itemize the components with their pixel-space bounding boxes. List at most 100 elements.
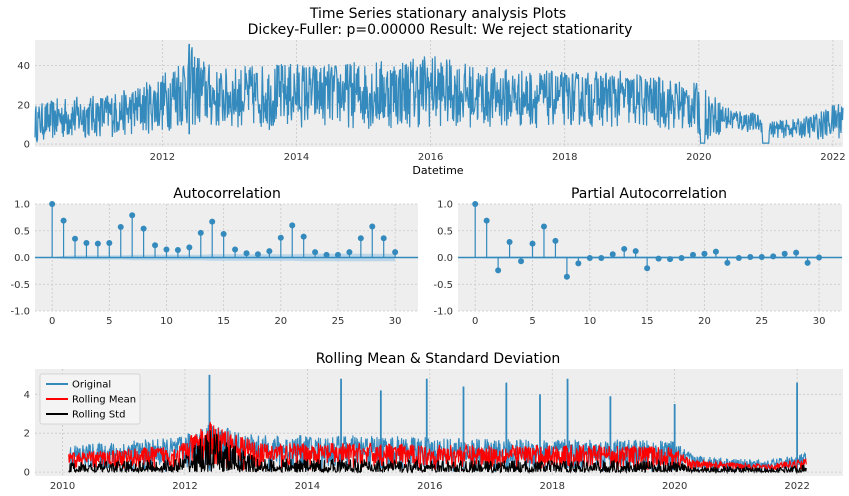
timeseries-xlabel: Datetime [412, 164, 463, 177]
pacf-title: Partial Autocorrelation [571, 186, 727, 202]
stem-marker [323, 251, 330, 258]
stem-marker [380, 235, 387, 242]
acf-title: Autocorrelation [173, 186, 281, 202]
stem-marker [816, 254, 823, 261]
y-tick-label: 0 [24, 140, 30, 151]
stem-marker [266, 248, 273, 255]
stem-marker [689, 251, 696, 258]
x-tick-label: 20 [698, 316, 711, 327]
stem-marker [72, 235, 79, 242]
stem-marker [529, 240, 536, 247]
stem-marker [598, 255, 605, 262]
stem-marker [243, 250, 250, 257]
x-tick-label: 2022 [784, 481, 809, 492]
stem-marker [678, 255, 685, 262]
stem-marker [346, 249, 353, 256]
stem-marker [277, 234, 284, 241]
stem-marker [300, 233, 307, 240]
stem-marker [312, 249, 319, 256]
x-tick-label: 10 [583, 316, 596, 327]
x-tick-label: 10 [160, 316, 173, 327]
x-tick-label: 2014 [295, 481, 320, 492]
y-tick-label: 1.0 [437, 200, 453, 211]
y-tick-label: -1.0 [10, 307, 30, 318]
stem-marker [472, 201, 479, 207]
x-tick-label: 20 [274, 316, 287, 327]
suptitle-line-1: Time Series stationary analysis Plots [309, 6, 566, 22]
y-tick-label: 20 [17, 100, 30, 111]
y-tick-label: -0.5 [433, 280, 453, 291]
x-tick-label: 2018 [540, 481, 565, 492]
stem-marker [758, 253, 765, 260]
x-tick-label: 5 [106, 316, 112, 327]
x-tick-label: 25 [755, 316, 768, 327]
stem-marker [83, 240, 90, 247]
stem-marker [621, 245, 628, 252]
legend-frame [39, 373, 141, 425]
x-tick-label: 2020 [686, 152, 711, 163]
grid [35, 369, 843, 476]
x-tick-label: 2012 [172, 481, 197, 492]
stem-marker [563, 273, 570, 280]
x-tick-label: 2014 [284, 152, 309, 163]
stem-marker [540, 223, 547, 230]
pacf-axes: 0 5 10 15 20 25 30 -1.0 -0.5 0.0 0.5 1.0 [433, 200, 842, 327]
stem-marker [609, 251, 616, 258]
y-tick-label: 4 [24, 390, 30, 401]
stem-marker [152, 242, 159, 249]
stem-marker [334, 251, 341, 258]
stem-marker [209, 218, 216, 225]
stem-marker [712, 248, 719, 255]
stem-marker [197, 229, 204, 236]
stem-marker [632, 248, 639, 255]
timeseries-axes: 2012 2014 2016 2018 2020 2022 0 20 40 [17, 40, 846, 163]
y-tick-label: -0.5 [10, 280, 30, 291]
stem-marker [644, 265, 651, 272]
rolling-mean-line [68, 422, 807, 471]
stem-marker [586, 255, 593, 262]
x-tick-label: 2020 [662, 481, 687, 492]
stem-marker [793, 249, 800, 256]
stem-marker [735, 255, 742, 262]
stem-marker [357, 235, 364, 242]
x-tick-label: 2022 [820, 152, 845, 163]
x-tick-label: 2016 [417, 481, 442, 492]
timeseries-line [34, 45, 844, 144]
legend-label: Rolling Mean [72, 395, 136, 406]
x-tick-label: 5 [529, 316, 535, 327]
stem-marker [483, 217, 490, 224]
stem-marker [163, 246, 170, 253]
stem-marker [140, 225, 147, 232]
stem-marker [369, 223, 376, 230]
y-tick-label: 0.5 [14, 226, 30, 237]
y-tick-label: 0.5 [437, 226, 453, 237]
stem-marker [747, 253, 754, 260]
x-tick-label: 30 [389, 316, 402, 327]
legend: Original Rolling Mean Rolling Std [39, 373, 141, 425]
stem-marker [804, 259, 811, 266]
x-tick-label: 0 [49, 316, 55, 327]
stem-marker [518, 258, 525, 265]
stem-marker [186, 244, 193, 251]
y-tick-label: 0.0 [437, 253, 453, 264]
rolling-axes: 2010 2012 2014 2016 2018 2020 2022 0 2 4 Original R… [24, 369, 843, 492]
stem-marker [289, 222, 296, 229]
stem-marker [506, 238, 513, 245]
stem-marker [232, 246, 239, 253]
y-tick-label: 2 [24, 429, 30, 440]
stem-marker [575, 260, 582, 267]
stem-marker [392, 249, 399, 256]
x-tick-label: 15 [217, 316, 230, 327]
stem-marker [117, 224, 124, 231]
x-tick-label: 2016 [418, 152, 443, 163]
stem-marker [655, 255, 662, 262]
x-tick-label: 30 [813, 316, 826, 327]
stem-marker [94, 240, 101, 247]
stem-marker [701, 250, 708, 257]
y-tick-label: 1.0 [14, 200, 30, 211]
stem-marker [724, 259, 731, 266]
legend-label: Rolling Std [72, 410, 125, 421]
rolling-title: Rolling Mean & Standard Deviation [316, 351, 561, 367]
x-tick-label: 15 [641, 316, 654, 327]
